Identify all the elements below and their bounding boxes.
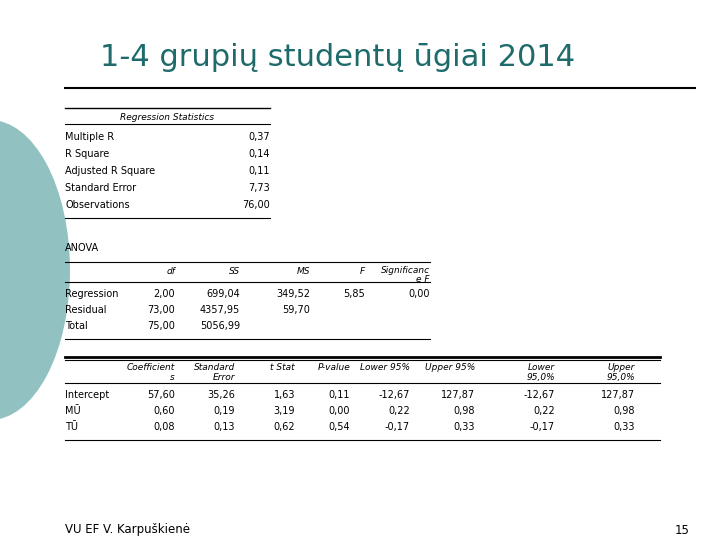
Text: -0,17: -0,17	[385, 422, 410, 432]
Text: SS: SS	[229, 267, 240, 275]
Text: Upper 95%: Upper 95%	[425, 363, 475, 372]
Text: P-value: P-value	[318, 363, 350, 372]
Text: 1,63: 1,63	[274, 390, 295, 400]
Text: e F: e F	[416, 275, 430, 284]
Text: 35,26: 35,26	[207, 390, 235, 400]
Text: 76,00: 76,00	[242, 200, 270, 210]
Text: 0,62: 0,62	[274, 422, 295, 432]
Text: 0,98: 0,98	[454, 406, 475, 416]
Text: 5,85: 5,85	[343, 289, 365, 299]
Text: 73,00: 73,00	[148, 305, 175, 315]
Text: 0,11: 0,11	[328, 390, 350, 400]
Text: Lower 95%: Lower 95%	[360, 363, 410, 372]
Text: Coefficient
s: Coefficient s	[127, 363, 175, 382]
Text: Standard
Error: Standard Error	[194, 363, 235, 382]
Text: -0,17: -0,17	[530, 422, 555, 432]
Text: 7,73: 7,73	[248, 183, 270, 193]
Text: -12,67: -12,67	[523, 390, 555, 400]
Text: -12,67: -12,67	[379, 390, 410, 400]
Text: 0,11: 0,11	[248, 166, 270, 176]
Text: 0,54: 0,54	[328, 422, 350, 432]
Text: 3,19: 3,19	[274, 406, 295, 416]
Text: 2,00: 2,00	[153, 289, 175, 299]
Text: Lower
95,0%: Lower 95,0%	[526, 363, 555, 382]
Text: 0,08: 0,08	[153, 422, 175, 432]
Text: 0,22: 0,22	[388, 406, 410, 416]
Text: 127,87: 127,87	[441, 390, 475, 400]
Text: 0,60: 0,60	[153, 406, 175, 416]
Text: Intercept: Intercept	[65, 390, 109, 400]
Text: Multiple R: Multiple R	[65, 132, 114, 142]
Text: 699,04: 699,04	[206, 289, 240, 299]
Text: 0,19: 0,19	[214, 406, 235, 416]
Text: 4357,95: 4357,95	[199, 305, 240, 315]
Text: MŪ: MŪ	[65, 406, 81, 416]
Text: ANOVA: ANOVA	[65, 243, 99, 253]
Text: 0,37: 0,37	[248, 132, 270, 142]
Text: Upper
95,0%: Upper 95,0%	[606, 363, 635, 382]
Text: 0,14: 0,14	[248, 149, 270, 159]
Text: 0,13: 0,13	[214, 422, 235, 432]
Text: 75,00: 75,00	[147, 321, 175, 331]
Text: 0,00: 0,00	[328, 406, 350, 416]
Text: Adjusted R Square: Adjusted R Square	[65, 166, 155, 176]
Text: Observations: Observations	[65, 200, 130, 210]
Text: 1-4 grupių studentų ūgiai 2014: 1-4 grupių studentų ūgiai 2014	[100, 44, 575, 72]
Text: t Stat: t Stat	[271, 363, 295, 372]
Text: 0,00: 0,00	[408, 289, 430, 299]
Text: Regression: Regression	[65, 289, 119, 299]
Text: 0,33: 0,33	[454, 422, 475, 432]
Text: F: F	[360, 267, 365, 275]
Text: R Square: R Square	[65, 149, 109, 159]
Text: Regression Statistics: Regression Statistics	[120, 112, 215, 122]
Text: Residual: Residual	[65, 305, 107, 315]
Text: TŪ: TŪ	[65, 422, 78, 432]
Text: 127,87: 127,87	[601, 390, 635, 400]
Text: VU EF V. Karpuškienė: VU EF V. Karpuškienė	[65, 523, 190, 537]
Text: Total: Total	[65, 321, 88, 331]
Text: MS: MS	[297, 267, 310, 275]
Text: 0,22: 0,22	[534, 406, 555, 416]
Text: 5056,99: 5056,99	[200, 321, 240, 331]
Text: Significanc: Significanc	[381, 266, 430, 275]
Text: Standard Error: Standard Error	[65, 183, 136, 193]
Text: 349,52: 349,52	[276, 289, 310, 299]
Text: 59,70: 59,70	[282, 305, 310, 315]
Text: 0,98: 0,98	[613, 406, 635, 416]
Ellipse shape	[0, 120, 70, 420]
Text: 0,33: 0,33	[613, 422, 635, 432]
Text: df: df	[166, 267, 175, 275]
Text: 57,60: 57,60	[147, 390, 175, 400]
Text: 15: 15	[675, 523, 690, 537]
